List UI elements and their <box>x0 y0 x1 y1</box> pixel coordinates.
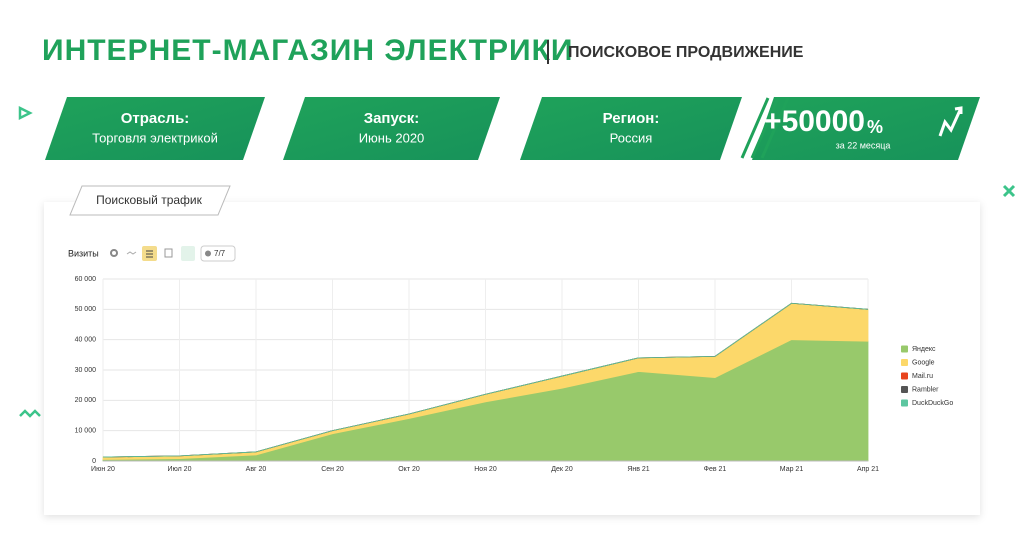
area <box>102 302 869 458</box>
y-tick-label: 50 000 <box>75 306 97 313</box>
card-label: Отрасль: <box>121 110 190 127</box>
info-card <box>45 97 265 160</box>
x-tick-label: Сен 20 <box>321 466 344 473</box>
bar-button[interactable] <box>164 248 173 258</box>
y-tick-label: 0 <box>92 458 96 465</box>
y-tick-label: 10 000 <box>75 428 97 435</box>
metric-label: Визиты <box>68 248 99 258</box>
y-tick-label: 60 000 <box>75 276 97 283</box>
growth-unit: % <box>867 117 883 137</box>
card-value: Торговля электрикой <box>92 130 218 145</box>
card-value: Россия <box>610 130 653 145</box>
table-button[interactable] <box>181 246 195 261</box>
x-tick-label: Окт 20 <box>398 466 420 473</box>
y-tick-label: 20 000 <box>75 397 97 404</box>
legend-label: Яндекс <box>912 346 936 353</box>
x-tick-label: Июн 20 <box>91 466 115 473</box>
legend-swatch <box>901 399 908 407</box>
x-tick-label: Мар 21 <box>780 466 804 473</box>
card-label: Запуск: <box>364 110 420 127</box>
title: ИНТЕРНЕТ-МАГАЗИН ЭЛЕКТРИКИ <box>42 34 573 67</box>
growth-card <box>752 97 980 160</box>
legend-swatch <box>901 386 908 393</box>
tab-label[interactable]: Поисковый трафик <box>96 193 203 207</box>
legend-label: Google <box>912 359 935 366</box>
pie-button[interactable] <box>110 249 118 257</box>
deco <box>1002 184 1016 198</box>
area-icon <box>146 250 153 258</box>
filter-button[interactable] <box>200 245 236 262</box>
line-button[interactable] <box>126 251 137 255</box>
info-card <box>283 97 500 160</box>
filter-label[interactable]: 7/7 <box>214 249 226 258</box>
growth-value: +50000 <box>764 105 865 138</box>
x-tick-label: Июл 20 <box>168 466 192 473</box>
x-tick-label: Фев 21 <box>704 466 727 473</box>
x-tick-label: Дек 20 <box>551 466 573 473</box>
info-card <box>520 97 742 160</box>
deco <box>18 105 33 121</box>
legend-swatch <box>901 372 908 380</box>
subtitle: ПОИСКОВОЕ ПРОДВИЖЕНИЕ <box>568 44 804 61</box>
card-label: Регион: <box>603 110 660 127</box>
x-tick-label: Апр 21 <box>857 466 879 473</box>
filter-icon <box>205 250 211 257</box>
growth-icon <box>938 106 963 137</box>
legend-label: DuckDuckGo <box>912 400 953 407</box>
legend-label: Rambler <box>912 386 939 393</box>
growth-period: за 22 месяца <box>836 140 891 150</box>
y-tick-label: 30 000 <box>75 367 97 374</box>
legend-swatch <box>901 345 908 353</box>
x-tick-label: Ноя 20 <box>474 466 497 473</box>
legend-swatch <box>901 359 908 366</box>
x-tick-label: Авг 20 <box>246 466 267 473</box>
tab[interactable] <box>69 185 231 216</box>
x-tick-label: Янв 21 <box>627 466 649 473</box>
card-value: Июнь 2020 <box>359 130 425 145</box>
stripes <box>740 97 790 159</box>
y-tick-label: 40 000 <box>75 337 97 344</box>
deco <box>19 409 41 418</box>
legend-label: Mail.ru <box>912 373 933 380</box>
